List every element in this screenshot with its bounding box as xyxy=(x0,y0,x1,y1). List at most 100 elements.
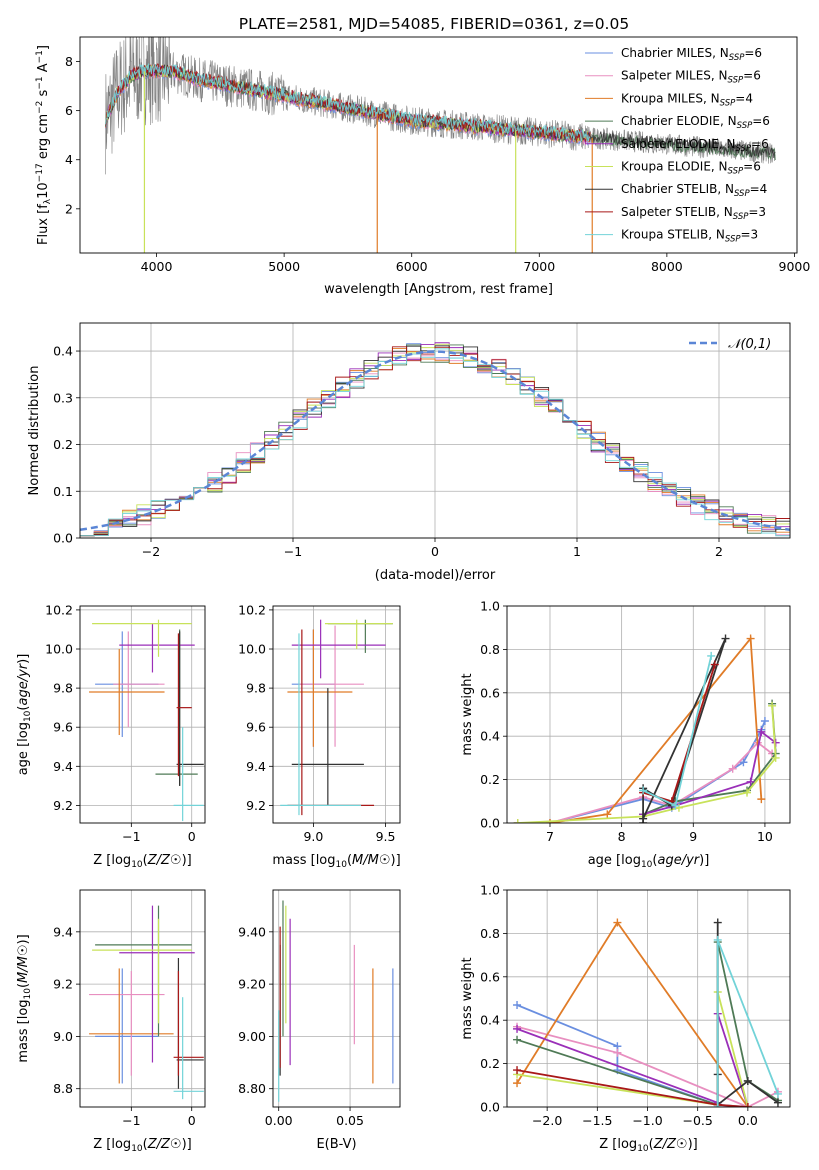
y-tick-label: 10.0 xyxy=(45,642,73,657)
y-tick-label: 8.8 xyxy=(53,1081,73,1096)
y-tick-label: 0.4 xyxy=(480,1013,500,1028)
legend-entry: Salpeter MILES, NSSP=6 xyxy=(621,69,761,86)
y-tick-label: 10.2 xyxy=(45,602,73,617)
axes-frame xyxy=(272,889,401,1108)
mass-weight-marker xyxy=(773,1089,782,1098)
plot-area xyxy=(513,634,780,823)
y-tick-label: 1.0 xyxy=(480,599,500,614)
legend-entry: Salpeter STELIB, NSSP=3 xyxy=(621,205,766,222)
x-axis-label: Z [log10(Z/Z☉)] xyxy=(93,1137,191,1154)
mass-weight-marker xyxy=(513,1066,522,1075)
mass-weight-marker xyxy=(710,660,719,669)
legend-entry: Salpeter ELODIE, NSSP=6 xyxy=(621,137,769,154)
x-tick-label: 0 xyxy=(188,1113,196,1128)
y-tick-label: 0.6 xyxy=(480,969,500,984)
y-tick-label: 9.2 xyxy=(246,798,266,813)
observed-spectrum xyxy=(105,37,776,175)
y-tick-label: 9.6 xyxy=(246,720,266,735)
mass-weight-vs-age-panel: 7 8 9 10 0.0 0.2 0.4 0.6 0.8 1.0 age [log10(age/yr… xyxy=(460,599,791,870)
plot-area xyxy=(80,342,790,537)
mass-weight-line xyxy=(549,636,763,823)
mass-weight-marker xyxy=(613,918,622,927)
x-tick-label: −1 xyxy=(122,1113,140,1128)
x-tick-label: 9000 xyxy=(779,259,811,274)
y-tick-label: 9.2 xyxy=(53,977,73,992)
x-tick-label: −1 xyxy=(284,544,302,559)
x-tick-label: −2.0 xyxy=(532,1113,562,1128)
spectrum-panel: 4000 5000 6000 7000 8000 9000 2 4 6 8 wavelength [… xyxy=(35,36,811,297)
mass-weight-marker xyxy=(545,819,554,823)
mass-weight-marker xyxy=(707,651,716,660)
mass-weight-marker xyxy=(603,810,612,819)
x-tick-label: −1 xyxy=(122,829,140,844)
mass-weight-marker xyxy=(746,777,755,786)
mass-weight-marker xyxy=(639,814,648,823)
x-tick-label: 1 xyxy=(573,544,581,559)
x-axis-label: E(B-V) xyxy=(316,1137,356,1152)
mass-weight-marker xyxy=(739,758,748,767)
y-tick-label: 9.8 xyxy=(246,681,266,696)
mass-weight-marker xyxy=(773,1098,782,1107)
x-tick-label: −2 xyxy=(142,544,160,559)
x-tick-label: 9 xyxy=(689,829,697,844)
mass-weight-marker xyxy=(746,634,755,643)
x-tick-label: 9.5 xyxy=(376,829,396,844)
x-tick-label: 8 xyxy=(618,829,626,844)
axes-frame xyxy=(79,322,791,539)
y-tick-label: 0.2 xyxy=(480,772,500,787)
legend-entry: Chabrier MILES, NSSP=6 xyxy=(621,46,762,63)
x-axis-label: mass [log10(M/M☉)] xyxy=(272,853,400,870)
mass-weight-line xyxy=(516,1025,779,1107)
x-tick-label: 9.0 xyxy=(303,829,323,844)
y-tick-label: 0.1 xyxy=(53,484,73,499)
y-tick-label: 1.0 xyxy=(480,883,500,898)
mass-vs-metallicity-panel: −1 0 8.8 9.0 9.2 9.4 Z [log10(Z/Z☉)] mass [log1… xyxy=(16,889,206,1154)
y-tick-label: 0.3 xyxy=(53,390,73,405)
y-tick-label: 9.6 xyxy=(53,720,73,735)
axes-frame xyxy=(79,36,798,254)
x-tick-label: 7000 xyxy=(523,259,555,274)
normal-distribution-curve xyxy=(80,350,790,532)
residual-histogram-step xyxy=(80,348,790,537)
y-tick-label: 10.0 xyxy=(238,642,266,657)
plot-area xyxy=(105,37,776,253)
mass-weight-marker xyxy=(513,1024,522,1033)
legend-entry: Kroupa STELIB, NSSP=3 xyxy=(621,228,758,245)
axes-frame xyxy=(506,889,791,1108)
x-tick-label: 7 xyxy=(546,829,554,844)
x-axis-label: (data-model)/error xyxy=(375,568,496,583)
x-tick-label: 10 xyxy=(757,829,773,844)
y-tick-label: 2 xyxy=(65,201,73,216)
mass-weight-marker xyxy=(671,801,680,810)
y-tick-label: 9.0 xyxy=(53,1029,73,1044)
x-axis-label: age [log10(age/yr)] xyxy=(588,853,710,870)
y-tick-label: 8.80 xyxy=(238,1081,266,1096)
mass-weight-marker xyxy=(743,788,752,797)
y-tick-label: 0.8 xyxy=(480,642,500,657)
x-tick-label: 0.0 xyxy=(738,1113,758,1128)
mass-weight-marker xyxy=(639,786,648,795)
y-tick-label: 0.8 xyxy=(480,926,500,941)
axes-frame xyxy=(79,889,206,1108)
y-tick-label: 0.2 xyxy=(480,1056,500,1071)
x-tick-label: −1.5 xyxy=(582,1113,612,1128)
y-tick-label: 0.0 xyxy=(53,531,73,546)
age-vs-metallicity-panel: −1 0 9.2 9.4 9.6 9.8 10.0 10.2 Z [log10(Z/Z☉)] ag… xyxy=(16,602,206,870)
y-tick-label: 4 xyxy=(65,152,73,167)
y-tick-label: 9.40 xyxy=(238,924,266,939)
x-tick-label: 0.00 xyxy=(265,1113,293,1128)
plot-area xyxy=(89,905,204,1100)
y-axis-label: mass [log10(M/M☉)] xyxy=(16,934,33,1062)
mass-weight-vs-metallicity-panel: −2.0 −1.5 −1.0 −0.5 0.0 0.0 0.2 0.4 0.6 0.8 1.0 Z [… xyxy=(460,883,791,1154)
y-tick-label: 0.4 xyxy=(480,729,500,744)
mass-weight-marker xyxy=(613,1048,622,1057)
age-vs-mass-panel: 9.0 9.5 9.2 9.4 9.6 9.8 10.0 10.2 mass [log10(M/… xyxy=(238,602,401,870)
mass-vs-ebv-panel: 0.00 0.05 8.80 9.00 9.20 9.40 E(B-V) xyxy=(238,889,401,1152)
x-tick-label: −0.5 xyxy=(682,1113,712,1128)
residuals-panel: −2 −1 0 1 2 0.0 0.1 0.2 0.3 0.4 (data-model)/error… xyxy=(27,322,791,583)
x-axis-label: Z [log10(Z/Z☉)] xyxy=(599,1137,697,1154)
mass-weight-marker xyxy=(760,717,769,726)
x-tick-label: 0 xyxy=(431,544,439,559)
y-tick-label: 9.2 xyxy=(53,798,73,813)
y-tick-label: 9.20 xyxy=(238,977,266,992)
